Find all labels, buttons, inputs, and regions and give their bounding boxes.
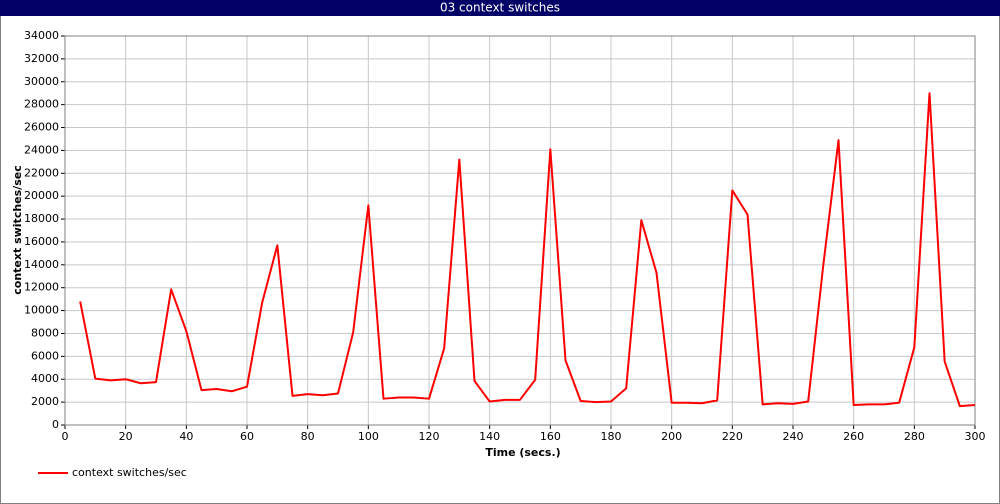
y-tick-label: 16000 — [24, 235, 59, 248]
x-tick-label: 200 — [661, 430, 682, 443]
x-axis-label: Time (secs.) — [485, 446, 560, 459]
y-tick-label: 10000 — [24, 304, 59, 317]
x-tick-label: 40 — [179, 430, 193, 443]
title-bar — [0, 0, 1000, 16]
x-tick-label: 60 — [240, 430, 254, 443]
chart-title: 03 context switches — [440, 1, 560, 15]
y-tick-label: 12000 — [24, 281, 59, 294]
y-axis-label: context switches/sec — [11, 165, 24, 294]
y-tick-label: 32000 — [24, 52, 59, 65]
y-tick-label: 18000 — [24, 212, 59, 225]
y-tick-label: 22000 — [24, 166, 59, 179]
y-tick-label: 6000 — [31, 349, 59, 362]
plot-border — [64, 35, 976, 426]
legend-label: context switches/sec — [72, 466, 187, 479]
x-tick-label: 280 — [904, 430, 925, 443]
x-tick-label: 20 — [119, 430, 133, 443]
x-tick-label: 120 — [419, 430, 440, 443]
x-tick-label: 260 — [843, 430, 864, 443]
x-tick-label: 140 — [479, 430, 500, 443]
y-tick-label: 20000 — [24, 189, 59, 202]
y-tick-label: 26000 — [24, 121, 59, 134]
y-tick-label: 30000 — [24, 75, 59, 88]
data-line — [79, 92, 976, 408]
plot-area — [65, 36, 975, 425]
y-tick-label: 0 — [52, 418, 59, 431]
x-tick-label: 160 — [540, 430, 561, 443]
x-tick-label: 80 — [301, 430, 315, 443]
y-tick-label: 4000 — [31, 372, 59, 385]
y-tick-label: 34000 — [24, 29, 59, 42]
y-tick-label: 24000 — [24, 143, 59, 156]
y-tick-label: 28000 — [24, 98, 59, 111]
x-tick-label: 300 — [965, 430, 986, 443]
x-tick-label: 0 — [62, 430, 69, 443]
x-tick-label: 240 — [783, 430, 804, 443]
y-tick-label: 8000 — [31, 326, 59, 339]
x-tick-label: 100 — [358, 430, 379, 443]
y-tick-label: 2000 — [31, 395, 59, 408]
y-tick-label: 14000 — [24, 258, 59, 271]
x-tick-label: 180 — [601, 430, 622, 443]
x-tick-label: 220 — [722, 430, 743, 443]
